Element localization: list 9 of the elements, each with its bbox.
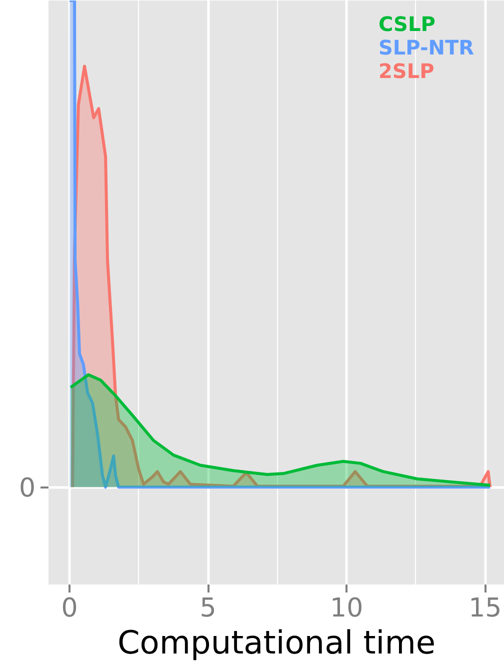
text: SLP-NTR (378, 36, 474, 60)
x-tick-label: 10 (330, 594, 364, 624)
x-tick-label: 15 (468, 594, 502, 624)
text: CSLP (378, 12, 436, 36)
text: 2SLP (378, 58, 434, 83)
x-tick-label: 5 (200, 594, 216, 624)
x-axis-title: Computational time (117, 624, 436, 662)
x-tick-label: 0 (61, 594, 78, 624)
text: 0 (18, 474, 36, 504)
